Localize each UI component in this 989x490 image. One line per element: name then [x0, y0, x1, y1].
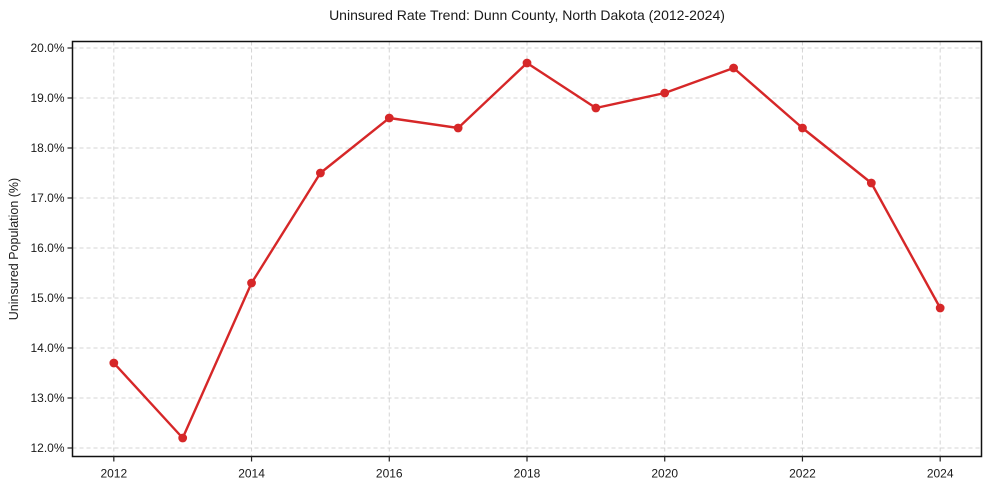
y-axis-tick-label: 18.0% — [30, 141, 64, 155]
y-axis-tick-label: 12.0% — [30, 441, 64, 455]
data-point — [453, 123, 463, 133]
data-point — [866, 178, 876, 188]
x-axis-tick-label: 2020 — [651, 467, 678, 481]
y-axis-tick-label: 13.0% — [30, 391, 64, 405]
y-axis-tick-label: 19.0% — [30, 91, 64, 105]
data-point — [316, 168, 325, 178]
y-axis-tick-label: 17.0% — [30, 191, 64, 205]
x-axis-tick-label: 2014 — [238, 467, 265, 481]
data-point — [109, 358, 119, 368]
data-point — [247, 278, 256, 288]
y-axis-tick-label: 20.0% — [30, 41, 64, 55]
x-axis-tick-label: 2018 — [514, 467, 541, 481]
data-point — [660, 88, 670, 98]
y-axis-tick-label: 15.0% — [30, 291, 64, 305]
data-point — [591, 103, 601, 113]
y-axis-tick-label: 14.0% — [30, 341, 64, 355]
x-axis-tick-label: 2024 — [927, 467, 954, 481]
data-point — [798, 123, 807, 133]
data-point — [178, 433, 188, 443]
x-axis-tick-label: 2016 — [376, 467, 403, 481]
data-point — [729, 63, 738, 73]
data-point — [935, 303, 945, 313]
data-point — [522, 58, 532, 68]
x-axis-tick-label: 2022 — [789, 467, 816, 481]
y-axis-tick-label: 16.0% — [30, 241, 64, 255]
data-point — [384, 113, 394, 123]
chart-title: Uninsured Rate Trend: Dunn County, North… — [329, 7, 725, 23]
x-axis-tick-label: 2012 — [100, 467, 127, 481]
